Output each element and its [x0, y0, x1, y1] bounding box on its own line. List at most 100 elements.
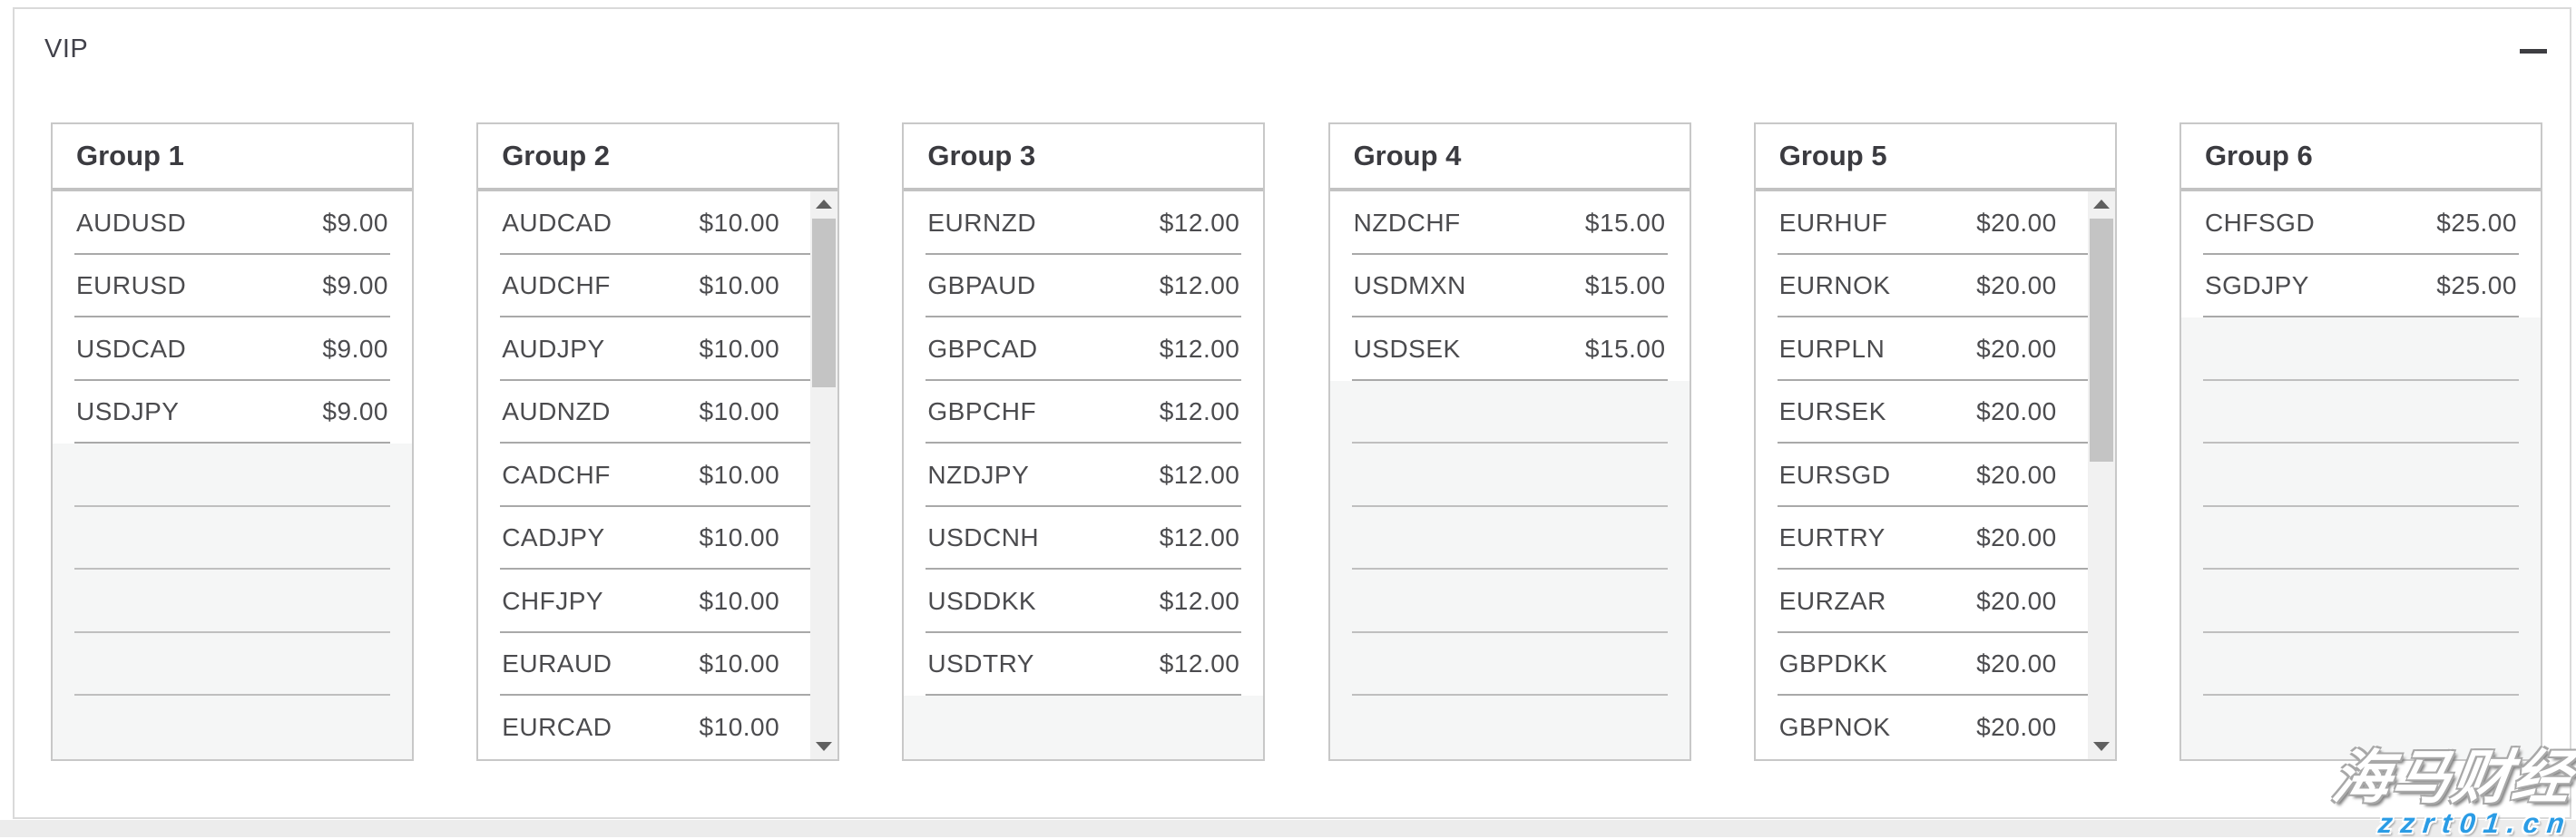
pair-row: SGDJPY $25.00: [2180, 254, 2541, 317]
pair-price: $10.00: [699, 460, 780, 489]
pair-price: $12.00: [1159, 460, 1240, 489]
pair-row: CHFSGD $25.00: [2180, 191, 2541, 255]
pair-price: $20.00: [1976, 586, 2057, 615]
empty-row: [53, 570, 412, 633]
empty-row: [1330, 444, 1690, 507]
pair-price: $9.00: [322, 334, 388, 363]
pair-list: AUDUSD $9.00 EURUSD $9.00 USDCAD $9.00 USDJPY $…: [53, 191, 412, 759]
pair-symbol: CHFJPY: [502, 586, 604, 615]
pair-row: AUDNZD $10.00: [478, 380, 838, 444]
vertical-scrollbar[interactable]: [2087, 191, 2115, 759]
pair-price: $25.00: [2436, 208, 2517, 237]
pair-price: $9.00: [322, 271, 388, 300]
pair-row: EURSEK $20.00: [1755, 380, 2115, 444]
pair-row: CADCHF $10.00: [478, 444, 838, 507]
pair-row: AUDCAD $10.00: [478, 191, 838, 255]
pair-price: $10.00: [699, 271, 780, 300]
empty-row: [2181, 444, 2541, 507]
pair-symbol: USDMXN: [1353, 271, 1466, 300]
pair-row: CHFJPY $10.00: [478, 570, 838, 633]
card-title: VIP: [44, 34, 89, 63]
pair-price: $20.00: [1976, 523, 2057, 552]
empty-row: [904, 696, 1263, 759]
pair-symbol: EURSGD: [1778, 460, 1891, 489]
scroll-up-arrow-icon[interactable]: [810, 191, 837, 217]
group-panel-2: Group 2 AUDCAD $10.00 AUDCHF $10.00 AUDJPY $10…: [476, 122, 840, 761]
pair-symbol: GBPCHF: [927, 397, 1037, 426]
pair-price: $10.00: [699, 712, 780, 741]
pair-symbol: AUDJPY: [502, 334, 605, 363]
pair-price: $10.00: [699, 334, 780, 363]
group-panel-3: Group 3 EURNZD $12.00 GBPAUD $12.00 GBPCAD $12…: [902, 122, 1266, 761]
pair-price: $15.00: [1584, 334, 1666, 363]
pair-row: EURZAR $20.00: [1755, 570, 2115, 633]
pair-row: EURCAD $10.00: [478, 696, 838, 759]
pair-symbol: CHFSGD: [2204, 208, 2316, 237]
vertical-scrollbar[interactable]: [810, 191, 838, 759]
group-panel-6: Group 6 CHFSGD $25.00 SGDJPY $25.00: [2179, 122, 2542, 761]
empty-row: [53, 633, 412, 697]
group-title: Group 3: [904, 124, 1264, 191]
empty-row: [1330, 570, 1690, 633]
pair-symbol: EURCAD: [502, 712, 612, 741]
minus-icon: [2520, 48, 2547, 54]
scrollbar-thumb[interactable]: [812, 219, 837, 387]
group-title: Group 6: [2180, 124, 2541, 191]
pair-symbol: EURSEK: [1778, 397, 1886, 426]
pair-price: $20.00: [1976, 208, 2057, 237]
empty-row: [2181, 381, 2541, 444]
pair-price: $20.00: [1976, 712, 2057, 741]
pair-price: $10.00: [699, 397, 780, 426]
pair-price: $10.00: [699, 208, 780, 237]
pair-price: $20.00: [1976, 460, 2057, 489]
group-title: Group 5: [1755, 124, 2115, 191]
pair-row: EURAUD $10.00: [478, 632, 838, 696]
pair-price: $12.00: [1159, 271, 1240, 300]
pair-row: EURPLN $20.00: [1755, 317, 2115, 381]
pair-price: $12.00: [1159, 649, 1240, 678]
pair-price: $12.00: [1159, 523, 1240, 552]
empty-row: [2181, 570, 2541, 633]
pair-symbol: USDTRY: [927, 649, 1034, 678]
empty-row: [53, 696, 412, 759]
pair-symbol: USDJPY: [76, 397, 180, 426]
pair-symbol: EURPLN: [1778, 334, 1885, 363]
pair-price: $12.00: [1159, 334, 1240, 363]
pair-list: EURHUF $20.00 EURNOK $20.00 EURPLN $20.00 EURS…: [1755, 191, 2115, 759]
pair-row: AUDCHF $10.00: [478, 254, 838, 317]
pair-price: $9.00: [322, 208, 388, 237]
pair-price: $25.00: [2436, 271, 2517, 300]
pair-row: USDDKK $12.00: [904, 570, 1264, 633]
empty-row: [1330, 633, 1690, 697]
pair-symbol: NZDCHF: [1353, 208, 1461, 237]
pair-price: $10.00: [699, 586, 780, 615]
collapse-button[interactable]: [2513, 36, 2553, 65]
scroll-down-arrow-icon[interactable]: [2088, 734, 2115, 759]
scroll-down-arrow-icon[interactable]: [810, 734, 837, 759]
pair-symbol: EURTRY: [1778, 523, 1885, 552]
group-title: Group 1: [53, 124, 412, 191]
pair-symbol: USDCNH: [927, 523, 1040, 552]
empty-row: [1330, 381, 1690, 444]
pair-price: $15.00: [1584, 271, 1666, 300]
pair-row: AUDJPY $10.00: [478, 317, 838, 381]
scrollbar-thumb[interactable]: [2089, 219, 2113, 462]
pair-row: AUDUSD $9.00: [53, 191, 412, 255]
vip-card: VIP Group 1 AUDUSD $9.00 EURUSD $9.00 USDCAD $…: [13, 7, 2571, 819]
scroll-up-arrow-icon[interactable]: [2088, 191, 2115, 217]
pair-row: USDCAD $9.00: [53, 317, 412, 381]
pair-row: EURHUF $20.00: [1755, 191, 2115, 255]
empty-row: [2181, 696, 2541, 759]
pair-symbol: EURNZD: [927, 208, 1037, 237]
pair-list: CHFSGD $25.00 SGDJPY $25.00: [2180, 191, 2541, 759]
pair-symbol: GBPDKK: [1778, 649, 1888, 678]
pair-price: $12.00: [1159, 397, 1240, 426]
empty-row: [2181, 633, 2541, 697]
pair-price: $10.00: [699, 649, 780, 678]
group-title: Group 2: [478, 124, 838, 191]
pair-row: GBPDKK $20.00: [1755, 632, 2115, 696]
pair-row: NZDJPY $12.00: [904, 444, 1264, 507]
pair-row: EURTRY $20.00: [1755, 506, 2115, 570]
pair-symbol: CADJPY: [502, 523, 605, 552]
pair-symbol: USDSEK: [1353, 334, 1461, 363]
